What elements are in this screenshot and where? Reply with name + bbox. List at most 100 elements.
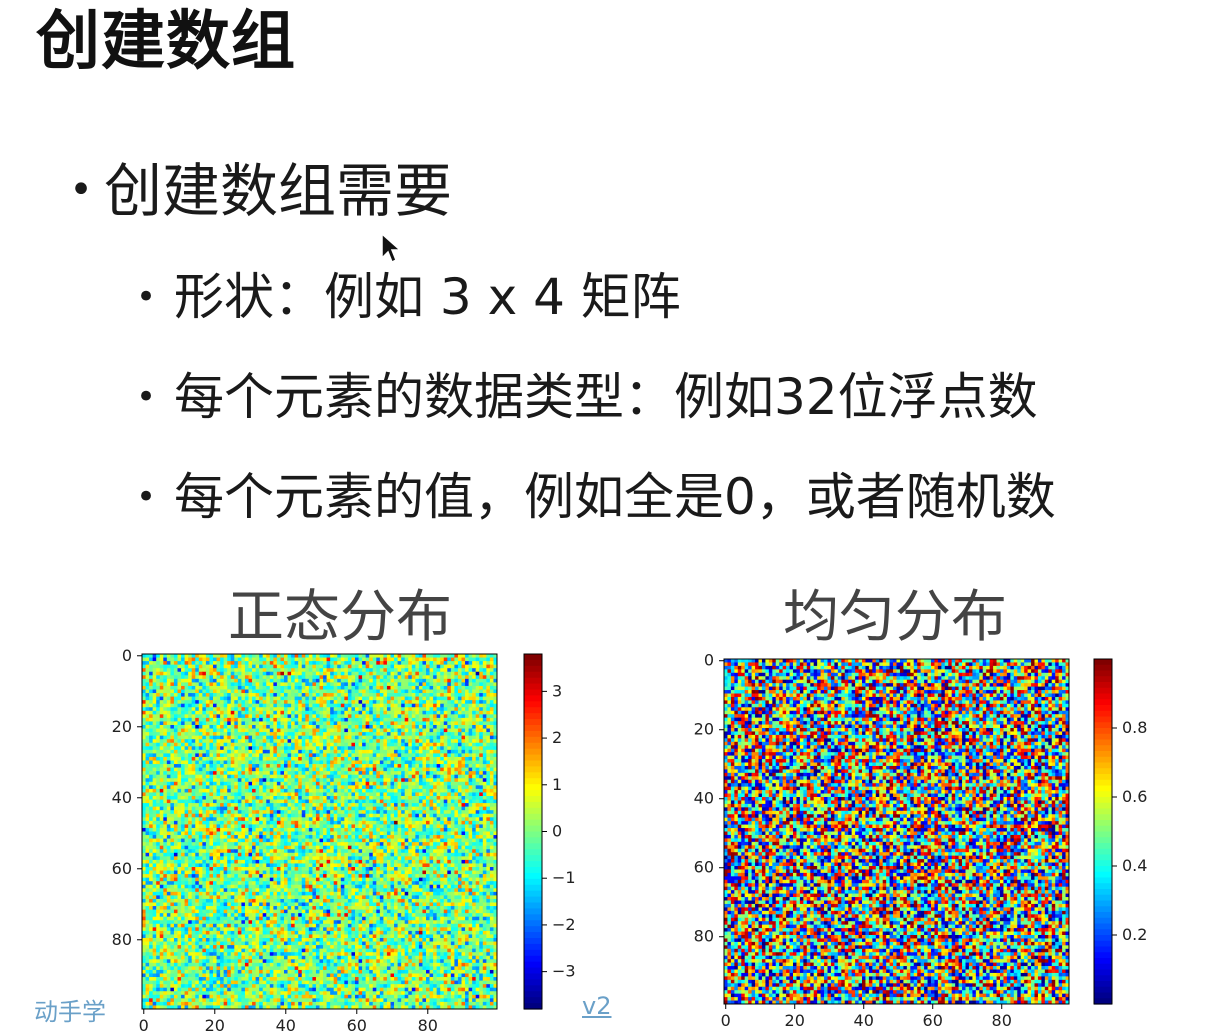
heatmap-cell (238, 654, 242, 658)
heatmap-cell (309, 746, 313, 750)
heatmap-cell (298, 771, 302, 775)
heatmap-cell (263, 764, 267, 768)
heatmap-cell (284, 778, 288, 782)
heatmap-cell (394, 718, 398, 722)
heatmap-cell (192, 693, 196, 697)
heatmap-cell (334, 654, 338, 658)
heatmap-cell (355, 697, 359, 701)
heatmap-cell (209, 771, 213, 775)
heatmap-cell (465, 690, 469, 694)
heatmap-cell (270, 718, 274, 722)
heatmap-cell (305, 736, 309, 740)
heatmap-cell (422, 792, 426, 796)
heatmap-cell (344, 807, 348, 811)
heatmap-cell (476, 743, 480, 747)
heatmap-cell (181, 764, 185, 768)
heatmap-cell (309, 785, 313, 789)
heatmap-cell (202, 800, 206, 804)
heatmap-cell (209, 718, 213, 722)
heatmap-cell (263, 725, 267, 729)
heatmap-cell (249, 775, 253, 779)
heatmap-cell (391, 746, 395, 750)
heatmap-cell (224, 675, 228, 679)
heatmap-cell (323, 810, 327, 814)
heatmap-cell (476, 686, 480, 690)
heatmap-cell (476, 753, 480, 757)
heatmap-cell (156, 718, 160, 722)
heatmap-cell (486, 807, 490, 811)
heatmap-cell (444, 682, 448, 686)
heatmap-cell (288, 736, 292, 740)
heatmap-cell (351, 746, 355, 750)
heatmap-cell (419, 750, 423, 754)
heatmap-cell (284, 824, 288, 828)
heatmap-cell (259, 665, 263, 669)
heatmap-cell (178, 796, 182, 800)
heatmap-cell (160, 814, 164, 818)
heatmap-cell (238, 732, 242, 736)
heatmap-cell (383, 658, 387, 662)
heatmap-cell (302, 803, 306, 807)
heatmap-cell (351, 750, 355, 754)
heatmap-cell (224, 768, 228, 772)
heatmap-cell (284, 771, 288, 775)
heatmap-cell (302, 782, 306, 786)
heatmap-cell (298, 707, 302, 711)
heatmap-cell (369, 743, 373, 747)
heatmap-cell (476, 679, 480, 683)
heatmap-cell (270, 721, 274, 725)
heatmap-cell (344, 732, 348, 736)
heatmap-cell (387, 704, 391, 708)
heatmap-cell (490, 682, 494, 686)
heatmap-cell (380, 693, 384, 697)
heatmap-cell (465, 821, 469, 825)
heatmap-cell (440, 810, 444, 814)
heatmap-cell (362, 792, 366, 796)
heatmap-cell (192, 764, 196, 768)
heatmap-cell (437, 824, 441, 828)
heatmap-cell (433, 761, 437, 765)
heatmap-cell (288, 732, 292, 736)
heatmap-cell (149, 824, 153, 828)
heatmap-cell (153, 682, 157, 686)
heatmap-cell (380, 668, 384, 672)
heatmap-cell (174, 668, 178, 672)
heatmap-cell (320, 668, 324, 672)
heatmap-cell (398, 761, 402, 765)
heatmap-cell (167, 736, 171, 740)
heatmap-cell (369, 679, 373, 683)
heatmap-cell (430, 785, 434, 789)
heatmap-cell (227, 714, 231, 718)
heatmap-cell (209, 824, 213, 828)
heatmap-cell (252, 658, 256, 662)
heatmap-cell (323, 814, 327, 818)
heatmap-cell (486, 675, 490, 679)
heatmap-cell (280, 743, 284, 747)
heatmap-cell (188, 768, 192, 772)
heatmap-cell (337, 743, 341, 747)
heatmap-cell (295, 686, 299, 690)
heatmap-cell (408, 750, 412, 754)
heatmap-cell (199, 810, 203, 814)
heatmap-cell (383, 800, 387, 804)
heatmap-cell (433, 753, 437, 757)
heatmap-cell (433, 757, 437, 761)
heatmap-cell (156, 746, 160, 750)
heatmap-cell (334, 700, 338, 704)
heatmap-cell (156, 739, 160, 743)
heatmap-cell (153, 764, 157, 768)
heatmap-cell (291, 792, 295, 796)
heatmap-cell (284, 743, 288, 747)
heatmap-cell (408, 704, 412, 708)
heatmap-cell (334, 739, 338, 743)
heatmap-cell (238, 796, 242, 800)
heatmap-cell (490, 757, 494, 761)
heatmap-cell (380, 814, 384, 818)
heatmap-cell (188, 704, 192, 708)
heatmap-cell (156, 711, 160, 715)
heatmap-cell (451, 824, 455, 828)
heatmap-cell (309, 768, 313, 772)
heatmap-cell (209, 686, 213, 690)
heatmap-cell (373, 686, 377, 690)
heatmap-cell (444, 800, 448, 804)
